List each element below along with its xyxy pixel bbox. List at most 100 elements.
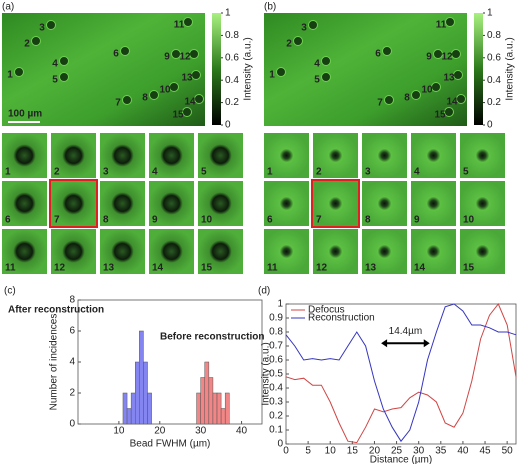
bead	[182, 107, 192, 117]
histogram-bar	[143, 361, 148, 425]
bead	[59, 72, 69, 82]
colorbar-tick-label: 0.6	[225, 52, 239, 63]
bead-label: 8	[404, 93, 410, 104]
histogram-bar	[147, 392, 152, 425]
x-axis-label: Distance (µm)	[370, 455, 432, 464]
tile-label: 14	[414, 263, 426, 274]
histogram-bar	[212, 392, 218, 425]
highlight-box	[311, 179, 360, 228]
data-line	[285, 303, 517, 444]
colorbar	[212, 13, 221, 125]
tile-image	[149, 229, 194, 274]
tile-image	[411, 229, 456, 274]
bead-label: 2	[286, 39, 292, 50]
tile-image	[264, 229, 309, 274]
colorbar-tick-label: 0.4	[225, 75, 239, 86]
panel-label: (c)	[4, 286, 16, 297]
x-tick-label: 40	[236, 426, 248, 437]
bead-label: 1	[269, 70, 275, 81]
x-tick-label: 30	[413, 446, 425, 457]
tile-label: 4	[414, 167, 420, 178]
tile-label: 8	[103, 215, 109, 226]
colorbar-tick-label: 0.8	[225, 30, 239, 41]
tile-label: 2	[54, 167, 60, 178]
bead	[14, 67, 24, 77]
bead-label: 15	[172, 110, 184, 121]
bead-label: 3	[301, 23, 307, 34]
tile-label: 3	[365, 167, 371, 178]
series-label: After reconstruction	[8, 305, 104, 316]
tile-label: 12	[54, 263, 66, 274]
tile-image	[460, 181, 505, 226]
y-tick-label: 0.5	[269, 369, 283, 380]
y-tick-label: 0.1	[269, 425, 283, 436]
x-tick-label: 15	[347, 446, 359, 457]
histogram-bar	[220, 408, 226, 425]
tile-image	[362, 133, 407, 178]
bead	[122, 95, 132, 105]
tile-label: 13	[103, 263, 115, 274]
tile-image	[149, 181, 194, 226]
bead	[433, 49, 443, 59]
tile-label: 11	[267, 263, 278, 274]
bead	[321, 72, 331, 82]
tile-label: 7	[54, 215, 60, 226]
x-tick-label: 30	[195, 426, 207, 437]
bead-label: 11	[174, 20, 185, 31]
tile-image	[198, 181, 243, 226]
x-axis-label: Bead FWHM (µm)	[130, 439, 211, 450]
panel-label: (b)	[264, 2, 276, 13]
bead-label: 6	[113, 49, 119, 60]
histogram-bar	[208, 377, 214, 425]
colorbar	[474, 13, 483, 125]
bead-label: 12	[441, 52, 453, 63]
tile-label: 10	[463, 215, 475, 226]
bead-label: 9	[164, 52, 170, 63]
x-tick-label: 0	[283, 446, 289, 457]
bead	[59, 56, 69, 66]
bead	[183, 17, 193, 27]
x-tick-label: 20	[154, 426, 166, 437]
x-tick-label: 40	[457, 446, 469, 457]
histogram-bar	[126, 408, 132, 425]
histogram-bar	[216, 392, 222, 425]
colorbar-tick-label: 1	[487, 8, 493, 19]
bead-label: 13	[443, 73, 455, 84]
y-tick-label: 0.7	[269, 341, 283, 352]
arrow-head	[381, 339, 430, 348]
bead-label: 13	[181, 73, 193, 84]
tile-label: 2	[316, 167, 322, 178]
panel-label: (d)	[258, 286, 270, 297]
bead	[46, 20, 56, 30]
bead	[451, 49, 461, 59]
microscope-image	[264, 13, 467, 126]
bead-label: 5	[52, 75, 58, 86]
tile-image	[100, 229, 145, 274]
tile-label: 9	[152, 215, 158, 226]
tile-label: 8	[365, 215, 371, 226]
colorbar-label: Intensity (a.u.)	[243, 37, 254, 100]
tile-image	[313, 229, 358, 274]
y-axis-label: Intensity (a.u.)	[261, 342, 272, 405]
histogram-bar	[204, 361, 210, 425]
highlight-box	[49, 179, 98, 228]
bead	[453, 70, 463, 80]
x-tick-label: 10	[325, 446, 337, 457]
legend-label: Defocus	[308, 305, 345, 316]
x-tick-label: 10	[113, 426, 125, 437]
tile-image	[51, 229, 96, 274]
y-tick-label: 0.3	[269, 397, 283, 408]
tile-image	[460, 229, 505, 274]
colorbar-tick-label: 0	[487, 120, 493, 131]
bead	[444, 107, 454, 117]
tile-label: 13	[365, 263, 377, 274]
bead-label: 6	[375, 49, 381, 60]
scale-bar-label: 100 µm	[8, 109, 42, 120]
bead-label: 9	[426, 52, 432, 63]
x-tick-label: 5	[305, 446, 311, 457]
tile-image	[51, 133, 96, 178]
bead-label: 11	[436, 20, 447, 31]
bead-label: 12	[179, 52, 191, 63]
bead	[308, 20, 318, 30]
colorbar-tick-label: 0.6	[487, 52, 501, 63]
